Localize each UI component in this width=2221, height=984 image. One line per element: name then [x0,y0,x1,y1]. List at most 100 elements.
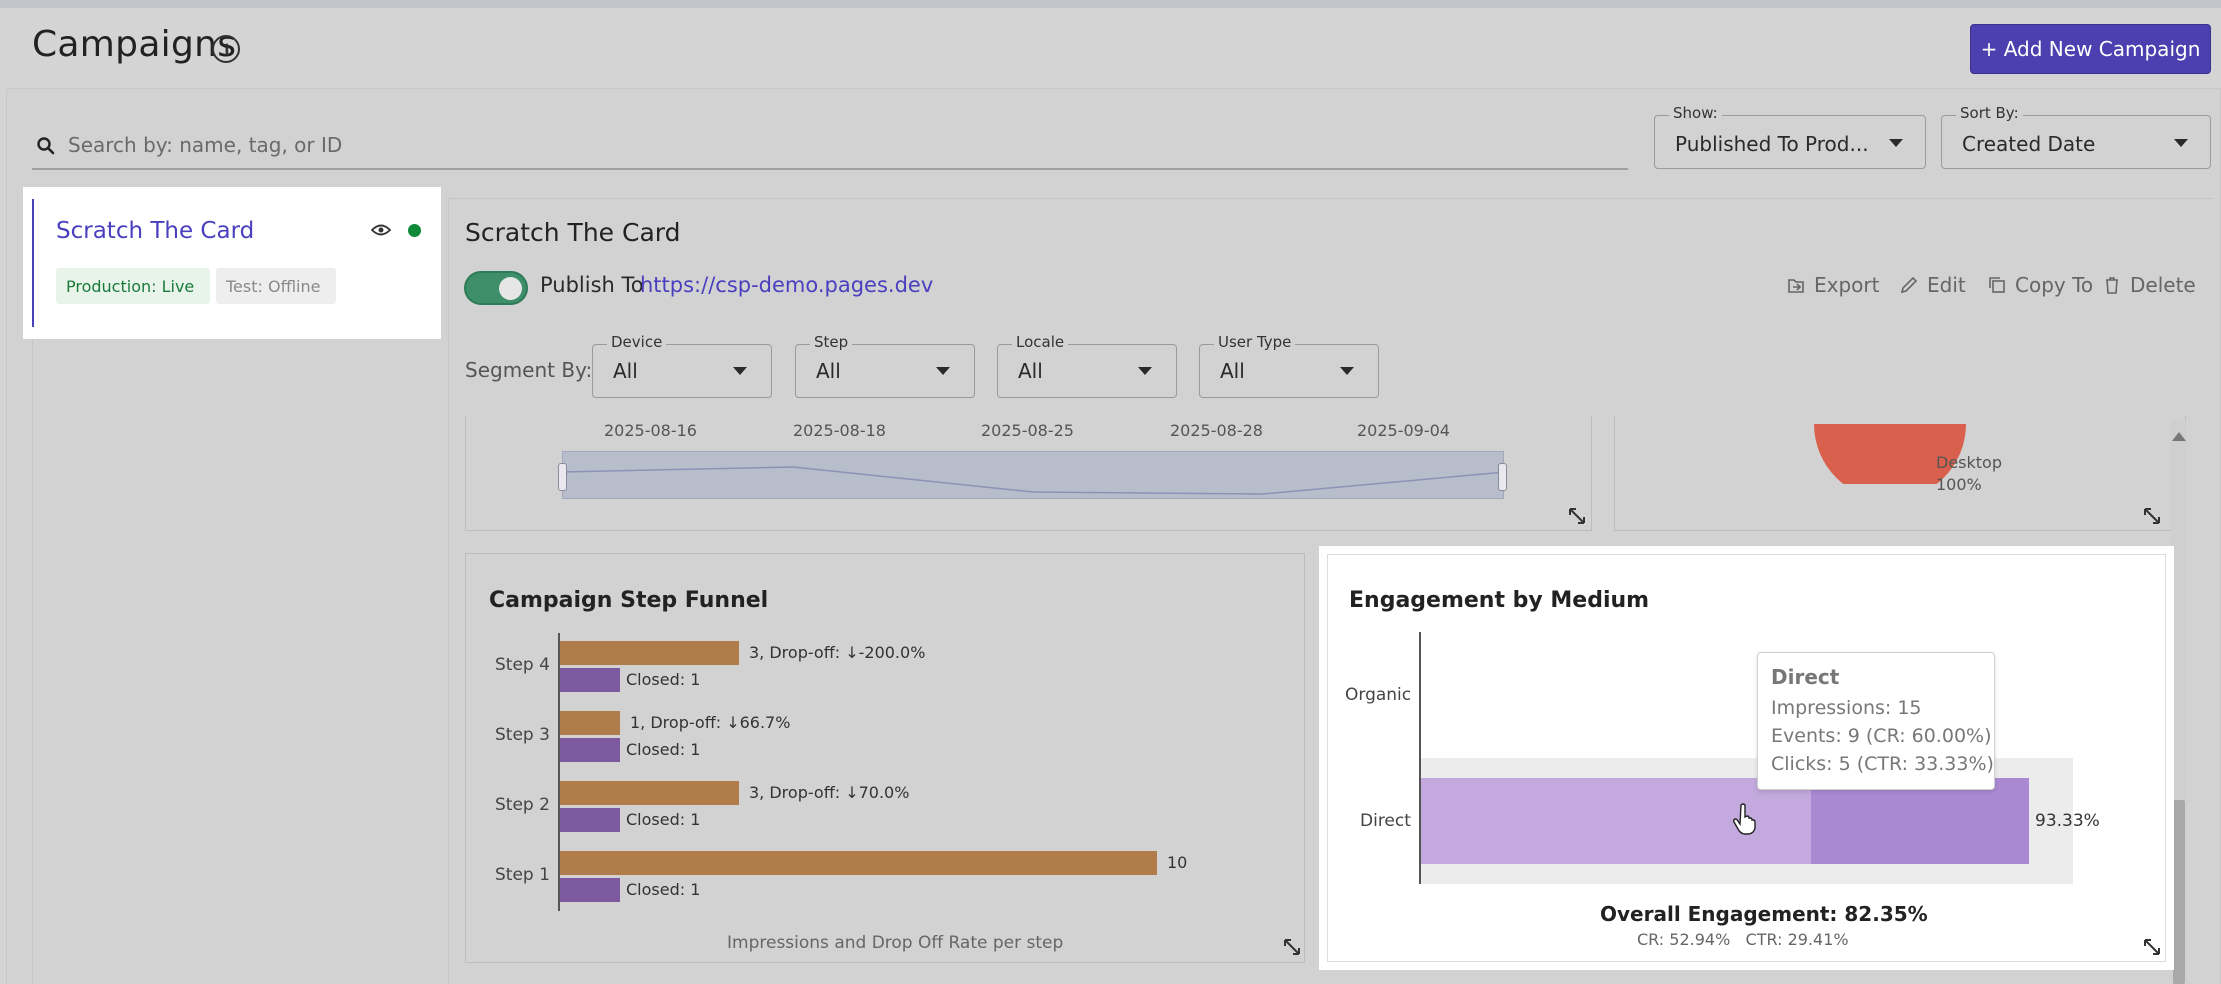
pie-label: Desktop 100% [1936,452,2002,496]
funnel-closed-bar[interactable] [560,878,620,902]
campaign-card[interactable] [23,187,441,339]
engagement-bar-direct-cr[interactable] [1811,778,2029,864]
campaign-card-title[interactable]: Scratch The Card [56,218,255,244]
funnel-closed-bar[interactable] [560,668,620,692]
pie-category-label: Desktop [1936,453,2002,472]
show-filter-select[interactable]: Show: Published To Prod... [1654,104,1926,169]
sort-by-value: Created Date [1962,132,2096,156]
segment-step-select[interactable]: Step All [795,333,975,398]
expand-icon[interactable] [2143,507,2161,525]
funnel-closed-label: Closed: 1 [626,880,701,899]
expand-icon[interactable] [2143,938,2161,956]
copy-icon [1989,277,2005,293]
engagement-tooltip: Direct Impressions: 15 Events: 9 (CR: 60… [1757,652,1995,790]
expand-icon[interactable] [1283,938,1301,956]
live-status-dot [408,224,421,237]
show-filter-value: Published To Prod... [1675,132,1869,156]
scroll-up-icon[interactable] [2172,432,2186,441]
delete-label: Delete [2130,273,2196,297]
export-label: Export [1814,273,1880,297]
search-input[interactable] [68,128,1608,162]
funnel-impressions-bar[interactable] [560,851,1157,875]
funnel-impressions-label: 3, Drop-off: ↓-200.0% [749,643,926,662]
publish-label: Publish To [540,273,644,297]
engagement-category-direct: Direct [1360,811,1411,831]
segment-user-type-select[interactable]: User Type All [1199,333,1379,398]
production-status-badge: Production: Live [56,268,210,304]
expand-icon[interactable] [1568,507,1586,525]
funnel-impressions-bar[interactable] [560,711,620,735]
chevron-down-icon [733,367,747,375]
segment-user-type-label: User Type [1214,333,1296,351]
chevron-down-icon [2174,139,2188,147]
trash-icon [2106,277,2118,294]
funnel-step-label: Step 4 [495,655,550,675]
hand-cursor-icon [1733,803,1756,835]
copy-to-button[interactable]: Copy To [1987,273,2093,297]
funnel-closed-bar[interactable] [560,738,620,762]
funnel-step-label: Step 3 [495,725,550,745]
timeline-date-tick: 2025-08-18 [793,421,886,440]
segment-by-label: Segment By: [465,358,593,382]
edit-button[interactable]: Edit [1899,273,1966,297]
chevron-down-icon [1340,367,1354,375]
timeline-date-tick: 2025-08-16 [604,421,697,440]
funnel-caption: Impressions and Drop Off Rate per step [727,933,1064,953]
tooltip-title: Direct [1771,665,1840,689]
segment-locale-value: All [1018,359,1043,383]
toggle-knob [499,277,522,300]
segment-user-type-value: All [1220,359,1245,383]
timeline-right-handle[interactable] [1498,463,1507,491]
funnel-impressions-label: 3, Drop-off: ↓70.0% [749,783,910,802]
funnel-impressions-bar[interactable] [560,641,739,665]
device-pie-slice[interactable] [1810,424,1970,484]
segment-locale-select[interactable]: Locale All [997,333,1177,398]
timeline-range-slider[interactable] [562,451,1505,499]
segment-device-select[interactable]: Device All [592,333,772,398]
funnel-closed-bar[interactable] [560,808,620,832]
timeline-left-handle[interactable] [558,463,567,491]
pie-leader-line [1889,460,1933,473]
funnel-impressions-bar[interactable] [560,781,739,805]
search-bar [32,122,1628,170]
funnel-closed-label: Closed: 1 [626,740,701,759]
add-campaign-button[interactable]: + Add New Campaign [1970,24,2211,74]
funnel-step-label: Step 2 [495,795,550,815]
sort-by-select[interactable]: Sort By: Created Date [1941,104,2211,169]
search-icon [37,137,55,155]
segment-step-label: Step [810,333,853,351]
page-title: Campaigns [32,24,237,65]
chevron-down-icon [1138,367,1152,375]
scrollbar-thumb[interactable] [2173,800,2185,984]
segment-step-value: All [816,359,841,383]
engagement-category-organic: Organic [1345,685,1412,705]
funnel-y-axis [558,633,560,911]
pencil-icon [1900,276,1918,294]
test-status-badge: Test: Offline [216,268,336,304]
tooltip-events: Events: 9 (CR: 60.00%) [1771,725,1992,747]
publish-toggle[interactable] [464,271,528,305]
segment-device-label: Device [607,333,667,351]
chevron-down-icon [936,367,950,375]
export-button[interactable]: Export [1786,273,1879,297]
publish-url-link[interactable]: https://csp-demo.pages.dev [640,273,934,297]
funnel-closed-label: Closed: 1 [626,670,701,689]
funnel-chart-title: Campaign Step Funnel [489,588,769,613]
engagement-y-axis [1419,632,1421,884]
info-icon[interactable]: i [212,35,240,63]
pie-value-label: 100% [1936,475,1982,494]
export-icon [1788,279,1804,293]
timeline-date-tick: 2025-08-25 [981,421,1074,440]
delete-button[interactable]: Delete [2102,273,2196,297]
engagement-chart-title: Engagement by Medium [1349,588,1650,613]
copy-to-label: Copy To [2015,273,2094,297]
timeline-date-tick: 2025-08-28 [1170,421,1263,440]
chevron-down-icon [1889,139,1903,147]
funnel-step-label: Step 1 [495,865,550,885]
edit-label: Edit [1927,273,1966,297]
funnel-impressions-label: 1, Drop-off: ↓66.7% [630,713,791,732]
timeline-date-tick: 2025-09-04 [1357,421,1450,440]
eye-icon[interactable] [371,223,391,237]
sort-by-label: Sort By: [1956,104,2023,122]
top-strip [0,0,2221,8]
